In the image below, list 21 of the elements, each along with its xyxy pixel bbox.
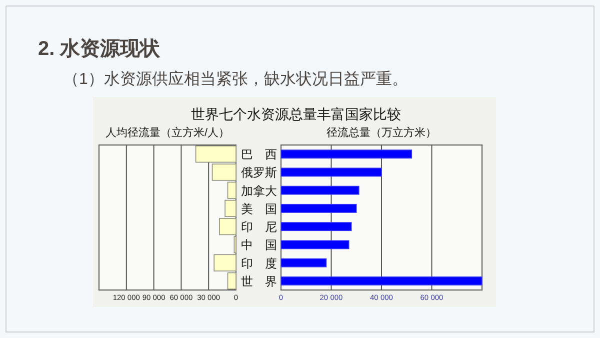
text: 2. 水资源现状 [38,38,162,60]
y-tick-label: 世 界 [241,274,277,288]
bar [280,276,482,286]
text: 世界七个水资源总量丰富国家比较 [191,106,401,122]
y-tick-label: 巴 西 [241,148,277,162]
bar [280,204,357,213]
bar [280,168,382,177]
y-tick-label: 中 国 [241,238,277,252]
y-tick-label: 俄罗斯 [241,166,277,180]
y-tick-label: 印 尼 [241,220,277,234]
y-tick-label: 美 国 [241,202,277,216]
x-axis-title: 人均径流量（立方米/人） [105,126,230,139]
text: （1）水资源供应相当紧张，缺水状况日益严重。 [63,70,408,88]
bar [280,150,412,159]
bar [280,186,360,195]
y-tick-label: 加拿大 [241,184,277,198]
bar [280,222,352,232]
bar [280,240,350,250]
x-axis-title: 径流总量（万立方米） [326,126,436,139]
bar [280,258,327,268]
y-tick-label: 印 度 [241,256,277,270]
